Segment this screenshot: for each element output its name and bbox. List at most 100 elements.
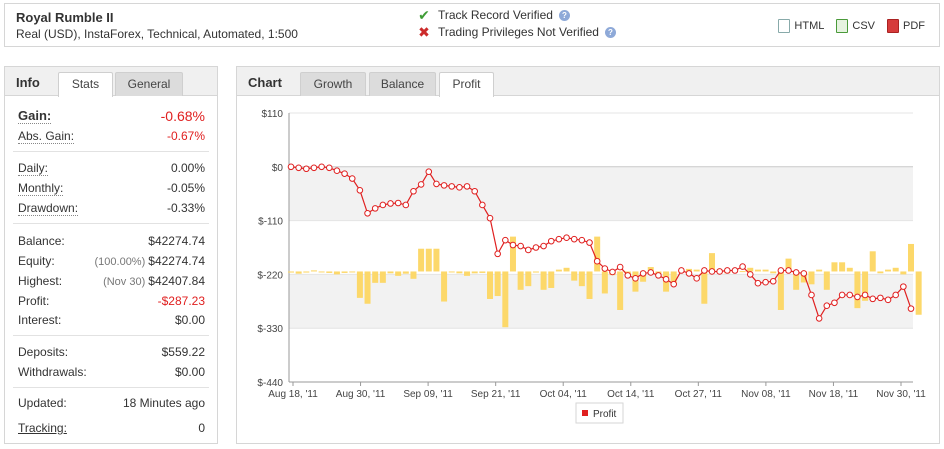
profit-bar (395, 271, 402, 276)
profit-point (693, 275, 700, 282)
profit-point (609, 268, 616, 276)
profit-point (570, 235, 578, 243)
profit-point (869, 295, 877, 303)
profit-bar (708, 253, 715, 272)
profit-point (509, 241, 517, 249)
tracking-link[interactable]: Tracking: (18, 421, 67, 435)
profit-bar (441, 271, 448, 302)
x-tick-label: Aug 18, '11 (268, 389, 318, 400)
stat-profit: Profit: -$287.23 (18, 294, 205, 308)
help-icon[interactable]: ? (558, 9, 570, 21)
profit-bar (288, 271, 294, 273)
profit-bar (387, 271, 394, 274)
profit-bar (525, 271, 532, 287)
x-tick-label: Oct 14, '11 (607, 389, 655, 400)
profit-bar (555, 269, 562, 272)
profit-bar (295, 271, 302, 274)
profit-bar (326, 271, 333, 273)
profit-bar (831, 262, 838, 272)
profit-bar (372, 271, 379, 283)
profit-bar (517, 271, 524, 290)
profit-point (517, 242, 524, 250)
tab-growth[interactable]: Growth (300, 72, 366, 96)
profit-point (371, 205, 379, 212)
track-record-verified: ✔ Track Record Verified ? (417, 7, 570, 23)
profit-bar (739, 271, 746, 273)
profit-point (341, 170, 348, 177)
profit-bar (839, 262, 846, 272)
y-tick-label: $0 (272, 163, 284, 174)
profit-point (723, 267, 731, 274)
profit-bar (418, 248, 425, 272)
profit-bar (349, 271, 356, 273)
stat-daily: Daily: 0.00% (18, 161, 205, 176)
tab-balance[interactable]: Balance (369, 72, 436, 96)
profit-point (815, 315, 823, 322)
profit-bar (777, 271, 784, 310)
export-pdf-link[interactable]: PDF (887, 19, 925, 33)
profit-bar (548, 271, 555, 288)
profit-point (310, 164, 318, 172)
profit-point (348, 175, 356, 182)
profit-point (563, 234, 570, 242)
profit-point (854, 293, 861, 301)
y-tick-label: $-110 (258, 217, 283, 228)
profit-bar (509, 236, 516, 272)
profit-bar (494, 271, 501, 297)
profit-point (463, 183, 471, 190)
profit-point (678, 267, 685, 274)
profit-point (708, 268, 716, 275)
profit-bar (303, 271, 310, 273)
profit-point (547, 237, 555, 245)
profit-point (716, 268, 723, 275)
stat-highest: Highest: (Nov 30) $42407.84 (18, 274, 205, 288)
trading-privileges-label: Trading Privileges Not Verified (438, 25, 599, 39)
profit-point (387, 200, 394, 207)
profit-bar (586, 271, 593, 299)
profit-bar (425, 248, 432, 272)
tab-stats[interactable]: Stats (58, 72, 113, 97)
profit-point (540, 242, 547, 250)
profit-point (884, 296, 892, 304)
profit-bar (502, 271, 509, 328)
profit-bar (379, 271, 386, 283)
export-csv-link[interactable]: CSV (836, 19, 875, 33)
profit-bar (487, 271, 494, 299)
profit-point (831, 299, 838, 307)
chart-legend (575, 402, 624, 424)
profit-point (410, 187, 417, 195)
profit-point (601, 265, 609, 272)
legend-label: Profit (593, 409, 617, 420)
tab-general[interactable]: General (115, 72, 183, 96)
profit-point (685, 270, 693, 277)
chart-panel: Chart Growth Balance Profit $110 $0 $-110 $… (236, 66, 940, 444)
divider (13, 387, 209, 388)
stat-deposits: Deposits: $559.22 (18, 345, 205, 359)
system-header: Royal Rumble II Real (USD), InstaForex, … (4, 3, 940, 47)
profit-bar (892, 267, 899, 272)
tab-profit[interactable]: Profit (439, 72, 494, 97)
profit-bar (747, 267, 754, 272)
profit-bar (318, 271, 325, 273)
profit-bar (846, 267, 853, 272)
profit-point (792, 269, 800, 276)
profit-point (325, 164, 333, 172)
profit-bar (877, 271, 884, 274)
profit-bar (808, 271, 815, 285)
profit-bar (908, 243, 914, 272)
stat-abs-gain: Abs. Gain: -0.67% (18, 129, 205, 144)
profit-point (701, 267, 708, 274)
profit-bar (854, 271, 861, 309)
stat-drawdown: Drawdown: -0.33% (18, 201, 205, 216)
export-html-link[interactable]: HTML (778, 19, 824, 33)
profit-point (287, 163, 295, 171)
x-tick-label: Sep 21, '11 (471, 389, 521, 400)
stat-withdrawals: Withdrawals: $0.00 (18, 365, 205, 379)
profit-point (440, 182, 448, 189)
divider (13, 151, 209, 152)
profit-bar (333, 271, 340, 275)
help-icon[interactable]: ? (604, 26, 616, 38)
profit-point (808, 291, 815, 299)
profit-point (356, 186, 364, 194)
